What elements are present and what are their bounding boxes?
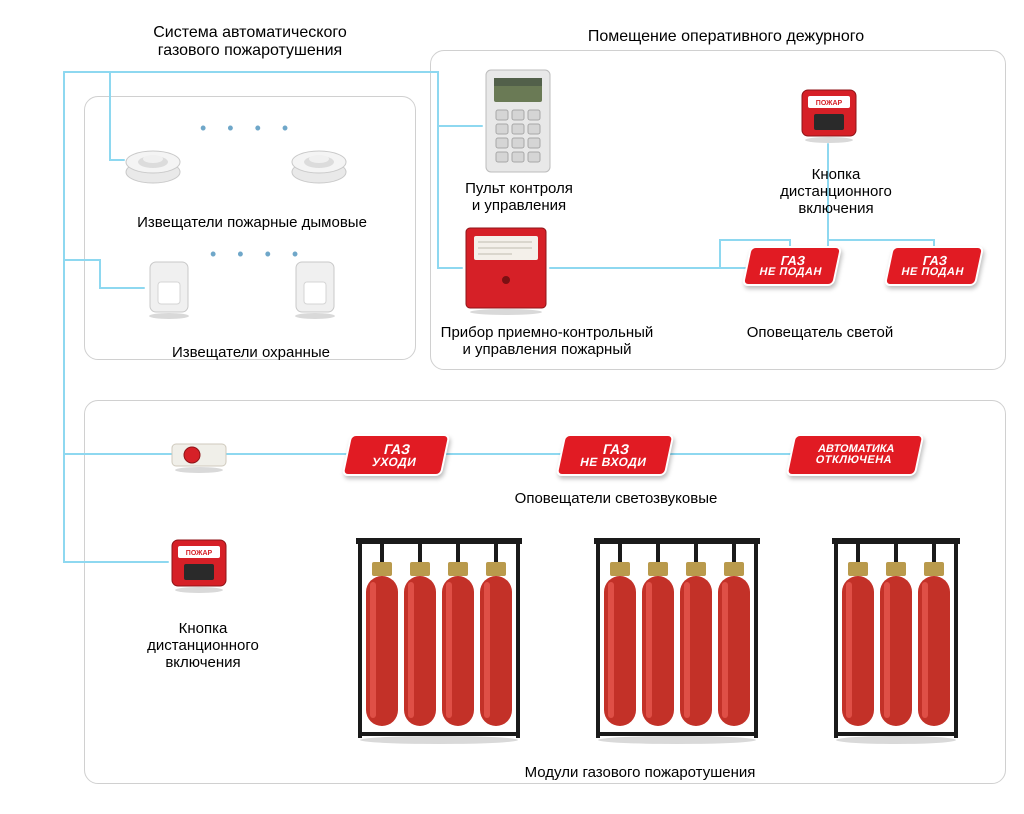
sign-line2: НЕ ПОДАН [758, 267, 823, 278]
label-sound-light-annunciators: Оповещатели светозвуковые [486, 490, 746, 507]
sign-line2: УХОДИ [371, 456, 418, 468]
call-button-icon [168, 436, 230, 474]
sign-line2: НЕ ПОДАН [900, 267, 965, 278]
label-security-detectors: Извещатели охранные [146, 344, 356, 361]
label-control-panel: Прибор приемно-контрольный и управления … [440, 324, 654, 358]
keypad-icon [482, 68, 554, 178]
remote-button-icon: ПОЖАР [798, 86, 860, 144]
title-left: Система автоматического газового пожарот… [100, 24, 400, 60]
dots-icon: • • • • [200, 118, 296, 139]
sign-line1: ГАЗ [602, 442, 631, 456]
svg-text:ПОЖАР: ПОЖАР [186, 550, 213, 557]
sign-avtomatika-off: АВТОМАТИКА ОТКЛЮЧЕНА [786, 434, 925, 476]
gas-module-rack-icon [832, 534, 960, 749]
smoke-detector-icon [290, 132, 348, 190]
sign-gas-ne-podan: ГАЗ НЕ ПОДАН [742, 246, 843, 286]
svg-text:ПОЖАР: ПОЖАР [816, 100, 843, 107]
remote-button-icon: ПОЖАР [168, 536, 230, 594]
gas-module-rack-icon [356, 534, 522, 749]
sign-gas-ne-podan: ГАЗ НЕ ПОДАН [884, 246, 985, 286]
label-remote-button-top: Кнопка дистанционного включения [766, 166, 906, 217]
security-detector-icon [144, 258, 194, 320]
sign-gas-ne-vhodi: ГАЗ НЕ ВХОДИ [556, 434, 675, 476]
label-remote-button-left: Кнопка дистанционного включения [128, 620, 278, 671]
control-panel-icon [462, 224, 550, 316]
title-right: Помещение оперативного дежурного [556, 28, 896, 46]
gas-module-rack-icon [594, 534, 760, 749]
sign-line1: ГАЗ [383, 442, 412, 456]
label-light-annunciator: Оповещатель светой [730, 324, 910, 341]
security-detector-icon [290, 258, 340, 320]
label-smoke-detectors: Извещатели пожарные дымовые [114, 214, 390, 231]
smoke-detector-icon [124, 132, 182, 190]
sign-gas-uhodi: ГАЗ УХОДИ [342, 434, 451, 476]
sign-line2: ОТКЛЮЧЕНА [814, 455, 893, 466]
sign-line2: НЕ ВХОДИ [579, 456, 648, 468]
label-gas-modules: Модули газового пожаротушения [500, 764, 780, 781]
dots-icon: • • • • [210, 244, 306, 265]
label-keypad: Пульт контроля и управления [454, 180, 584, 214]
